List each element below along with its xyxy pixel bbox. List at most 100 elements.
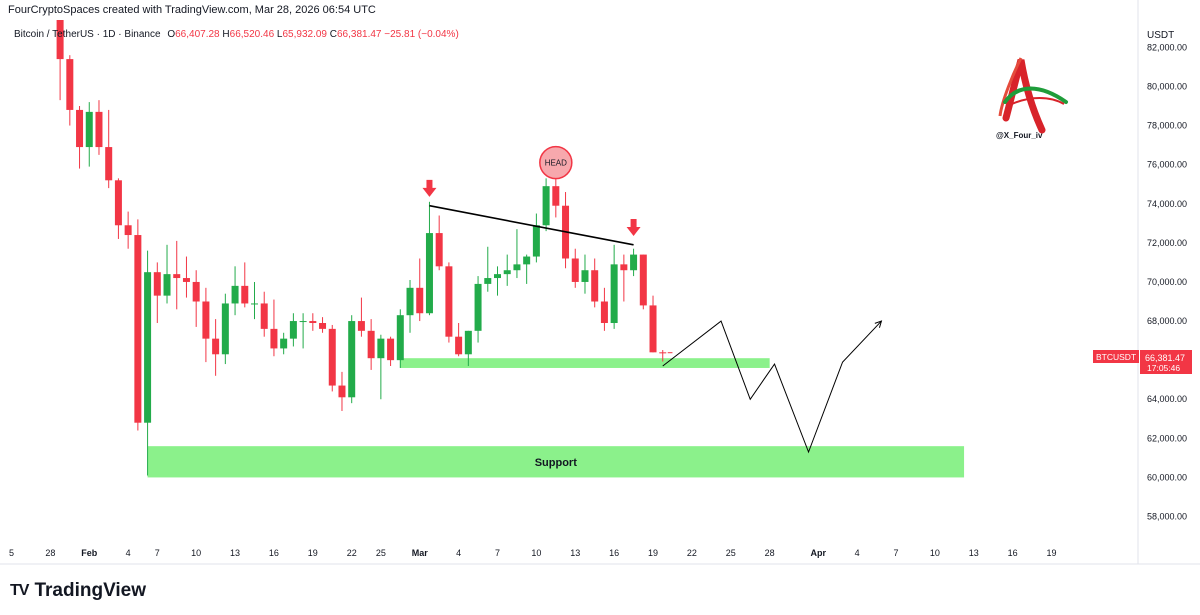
change-value: −25.81 (−0.04%) — [384, 29, 459, 40]
head-marker: HEAD — [539, 145, 573, 180]
bear-candle — [56, 20, 64, 101]
last-price-tag: BTCUSDT 66,381.47 17:05:46 — [1093, 350, 1192, 374]
bull-candle — [144, 250, 152, 476]
down-arrow-icon — [626, 218, 641, 236]
candle-body — [532, 225, 540, 257]
time-tick-label: 22 — [347, 548, 357, 558]
time-tick-label: 4 — [456, 548, 461, 558]
bull-candle — [280, 332, 288, 355]
candle-body — [289, 321, 297, 339]
time-tick-label: Feb — [81, 548, 98, 558]
time-tick-label: 19 — [648, 548, 658, 558]
candle-body — [425, 233, 433, 314]
bear-candle — [134, 219, 142, 431]
price-tag-symbol: BTCUSDT — [1096, 352, 1136, 362]
bear-candle — [562, 192, 570, 269]
candle-body — [319, 323, 327, 329]
time-tick-label: 7 — [894, 548, 899, 558]
bull-candle — [513, 229, 521, 279]
chart-credit: FourCryptoSpaces created with TradingVie… — [8, 4, 376, 16]
candle-body — [56, 20, 64, 60]
candle-body — [659, 352, 667, 354]
candle-body — [144, 272, 152, 423]
bear-candle — [455, 323, 463, 357]
candle-body — [639, 254, 647, 306]
candle-body — [552, 186, 560, 206]
price-axis[interactable]: 58,000.0060,000.0062,000.0064,000.0066,0… — [1137, 0, 1187, 564]
resistance-zone — [400, 358, 770, 368]
bear-candle — [192, 270, 200, 327]
price-tag-countdown: 17:05:46 — [1147, 363, 1180, 373]
bull-candle — [630, 248, 638, 277]
bull-candle — [221, 293, 229, 365]
time-tick-label: Apr — [811, 548, 827, 558]
candle-body — [309, 321, 317, 324]
support-zone — [147, 446, 965, 478]
open-value: 66,407.28 — [175, 29, 220, 40]
candle-body — [212, 338, 220, 355]
candle-body — [445, 266, 453, 337]
price-tick-label: 70,000.00 — [1147, 277, 1187, 287]
time-tick-label: 28 — [765, 548, 775, 558]
bear-candle — [591, 258, 599, 308]
candle-body — [494, 274, 501, 279]
candle-body — [503, 270, 511, 275]
bear-candle — [105, 109, 113, 189]
time-tick-label: 28 — [45, 548, 55, 558]
candle-body — [153, 272, 161, 296]
time-tick-label: 19 — [1047, 548, 1057, 558]
candle-body — [396, 315, 404, 361]
red-green-a-logo-icon: @X_Four_iv — [996, 57, 1068, 140]
bull-candle — [289, 313, 297, 347]
bear-candle — [182, 256, 190, 298]
time-tick-label: 19 — [308, 548, 318, 558]
bear-candle — [659, 349, 667, 362]
price-tick-label: 68,000.00 — [1147, 316, 1187, 326]
candle-body — [571, 258, 579, 282]
low-label: L — [276, 29, 283, 40]
bull-candle — [464, 330, 472, 367]
candle-body — [620, 264, 628, 271]
bull-candle — [85, 102, 93, 167]
close-label: C — [329, 29, 337, 40]
candle-body — [406, 287, 414, 316]
candle-body — [192, 281, 200, 302]
price-tick-label: 76,000.00 — [1147, 160, 1187, 170]
bear-candle — [338, 371, 346, 411]
watermark-handle: @X_Four_iv — [996, 131, 1043, 140]
candle-body — [124, 225, 132, 236]
bear-candle — [649, 295, 657, 353]
candle-body — [513, 264, 521, 271]
tradingview-brand[interactable]: TV TradingView — [10, 580, 146, 602]
bull-candle — [581, 254, 589, 294]
time-tick-label: 4 — [126, 548, 131, 558]
bear-candle — [357, 297, 365, 337]
time-axis[interactable]: 5 28 Feb 4 7 10 13 16 19 22 25 Mar 4 7 10 13 16 19 22 25 28 A… — [0, 548, 1200, 565]
candle-body — [523, 256, 531, 265]
close-value: 66,381.47 — [337, 29, 382, 40]
candle-body — [600, 301, 608, 324]
candle-body — [299, 321, 307, 323]
candle-body — [114, 180, 122, 226]
bear-candle — [328, 324, 336, 392]
bear-candle — [571, 248, 579, 288]
candle-body — [85, 111, 93, 148]
neckline-trendline — [429, 204, 634, 246]
candle-body — [134, 235, 142, 423]
bull-candle — [231, 266, 239, 316]
price-tick-label: 78,000.00 — [1147, 121, 1187, 131]
candle-body — [241, 285, 249, 304]
candle-body — [367, 330, 375, 359]
bull-candle — [251, 281, 258, 320]
bear-candle — [367, 319, 375, 370]
candle-body — [105, 147, 113, 181]
candle-body — [484, 278, 492, 284]
bear-candle — [241, 262, 249, 308]
currency-button[interactable]: USDT — [1147, 30, 1175, 41]
price-tick-label: 82,000.00 — [1147, 42, 1187, 52]
bear-candle — [435, 215, 443, 271]
bear-candle — [260, 291, 268, 337]
candle-body — [435, 233, 443, 267]
time-tick-label: 10 — [930, 548, 940, 558]
